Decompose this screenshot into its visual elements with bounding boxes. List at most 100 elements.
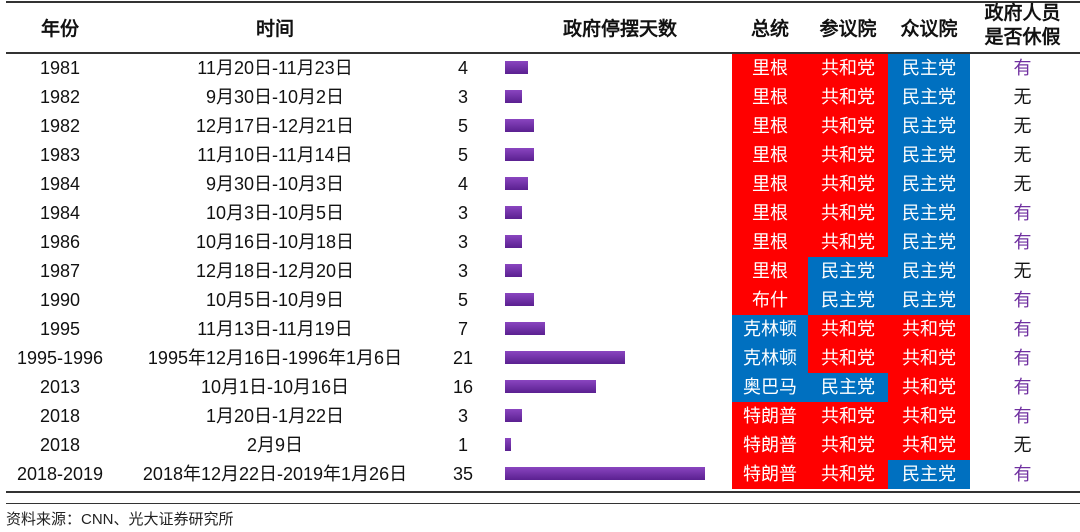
year-cell: 1984 — [39, 174, 81, 194]
table-row: 1982 9月30日-10月2日 3 里根 共和党 民主党 无 — [0, 83, 1080, 112]
president-cell: 里根 — [732, 83, 808, 112]
days-cell: 5 — [457, 290, 468, 310]
holiday-cell: 无 — [1013, 261, 1032, 281]
source-note: 资料来源：CNN、光大证券研究所 — [6, 511, 234, 528]
year-cell: 1986 — [39, 232, 81, 252]
table-row: 1984 10月3日-10月5日 3 里根 共和党 民主党 有 — [0, 199, 1080, 228]
days-bar — [505, 90, 523, 103]
days-cell: 16 — [452, 377, 474, 397]
year-cell: 1995 — [39, 319, 81, 339]
senate-cell: 共和党 — [808, 460, 888, 489]
header-holiday: 政府人员 是否休假 — [970, 2, 1075, 50]
days-cell: 3 — [457, 232, 468, 252]
days-bar — [505, 293, 534, 306]
header-house: 众议院 — [900, 19, 958, 40]
holiday-cell: 有 — [1013, 319, 1032, 339]
president-cell: 特朗普 — [732, 402, 808, 431]
time-cell: 1995年12月16日-1996年1月6日 — [147, 348, 403, 368]
table-row: 1995 11月13日-11月19日 7 克林顿 共和党 共和党有 — [0, 315, 1080, 344]
table-row: 2018 2月9日 1 特朗普 共和党 共和党无 — [0, 431, 1080, 460]
table-row: 1983 11月10日-11月14日 5 里根 共和党 民主党 无 — [0, 141, 1080, 170]
time-cell: 9月30日-10月2日 — [205, 87, 345, 107]
house-cell: 民主党 — [888, 83, 970, 112]
senate-cell: 共和党 — [808, 112, 888, 141]
holiday-cell: 无 — [1013, 116, 1032, 136]
senate-cell: 共和党 — [808, 141, 888, 170]
house-cell: 民主党 — [888, 286, 970, 315]
days-cell: 4 — [457, 174, 468, 194]
days-cell: 3 — [457, 203, 468, 223]
days-bar — [505, 235, 523, 248]
header-president: 总统 — [750, 19, 789, 40]
senate-cell: 共和党 — [808, 315, 888, 344]
president-cell: 里根 — [732, 257, 808, 286]
days-cell: 5 — [457, 116, 468, 136]
time-cell: 1月20日-1月22日 — [205, 406, 345, 426]
holiday-cell: 有 — [1013, 406, 1032, 426]
table-row: 1987 12月18日-12月20日 3 里根 民主党 民主党无 — [0, 257, 1080, 286]
time-cell: 10月5日-10月9日 — [205, 290, 345, 310]
days-bar — [505, 177, 528, 190]
house-cell: 共和党 — [888, 344, 970, 373]
days-bar — [505, 351, 625, 364]
senate-cell: 共和党 — [808, 344, 888, 373]
header-senate: 参议院 — [819, 19, 877, 40]
time-cell: 10月1日-10月16日 — [200, 377, 350, 397]
year-cell: 2013 — [39, 377, 81, 397]
president-cell: 克林顿 — [732, 344, 808, 373]
days-bar — [505, 148, 534, 161]
table-row: 1995-1996 1995年12月16日-1996年1月6日 21 克林顿 共和党 共和… — [0, 344, 1080, 373]
time-cell: 9月30日-10月3日 — [205, 174, 345, 194]
president-cell: 克林顿 — [732, 315, 808, 344]
holiday-cell: 有 — [1013, 348, 1032, 368]
year-cell: 1983 — [39, 145, 81, 165]
table-row: 1990 10月5日-10月9日 5 布什 民主党 民主党有 — [0, 286, 1080, 315]
house-cell: 民主党 — [888, 112, 970, 141]
senate-cell: 共和党 — [808, 54, 888, 83]
header-days: 政府停摆天数 — [562, 19, 677, 40]
table-row: 2018 1月20日-1月22日 3 特朗普 共和党 共和党有 — [0, 402, 1080, 431]
president-cell: 里根 — [732, 112, 808, 141]
time-cell: 10月16日-10月18日 — [195, 232, 355, 252]
time-cell: 11月20日-11月23日 — [197, 58, 353, 78]
president-cell: 布什 — [732, 286, 808, 315]
holiday-cell: 有 — [1013, 290, 1032, 310]
holiday-cell: 有 — [1013, 58, 1032, 78]
header-year: 年份 — [40, 19, 79, 40]
year-cell: 2018 — [39, 406, 81, 426]
president-cell: 里根 — [732, 199, 808, 228]
year-cell: 1990 — [39, 290, 81, 310]
house-cell: 民主党 — [888, 141, 970, 170]
house-cell: 共和党 — [888, 402, 970, 431]
house-cell: 共和党 — [888, 431, 970, 460]
time-cell: 10月3日-10月5日 — [205, 203, 345, 223]
table-row: 2018-2019 2018年12月22日-2019年1月26日 35 特朗普 共和党民… — [0, 460, 1080, 489]
senate-cell: 共和党 — [808, 199, 888, 228]
table-row: 1982 12月17日-12月21日 5 里根 共和党 民主党 无 — [0, 112, 1080, 141]
year-cell: 1981 — [39, 58, 81, 78]
president-cell: 里根 — [732, 54, 808, 83]
header-rule — [6, 52, 1080, 54]
holiday-cell: 无 — [1013, 174, 1032, 194]
days-bar — [505, 409, 523, 422]
days-cell: 3 — [457, 87, 468, 107]
year-cell: 1982 — [39, 116, 81, 136]
days-cell: 1 — [457, 435, 468, 455]
house-cell: 民主党 — [888, 228, 970, 257]
house-cell: 民主党 — [888, 170, 970, 199]
table-row: 1981 11月20日-11月23日 4 里根 共和党 民主党 有 — [0, 54, 1080, 83]
senate-cell: 民主党 — [808, 286, 888, 315]
time-cell: 2月9日 — [246, 435, 304, 455]
president-cell: 里根 — [732, 170, 808, 199]
house-cell: 共和党 — [888, 315, 970, 344]
senate-cell: 民主党 — [808, 373, 888, 402]
days-cell: 35 — [452, 464, 474, 484]
house-cell: 民主党 — [888, 257, 970, 286]
days-cell: 4 — [457, 58, 468, 78]
days-bar — [505, 438, 511, 451]
senate-cell: 共和党 — [808, 170, 888, 199]
header-time: 时间 — [255, 19, 294, 40]
days-bar — [505, 61, 528, 74]
year-cell: 2018-2019 — [16, 464, 104, 484]
